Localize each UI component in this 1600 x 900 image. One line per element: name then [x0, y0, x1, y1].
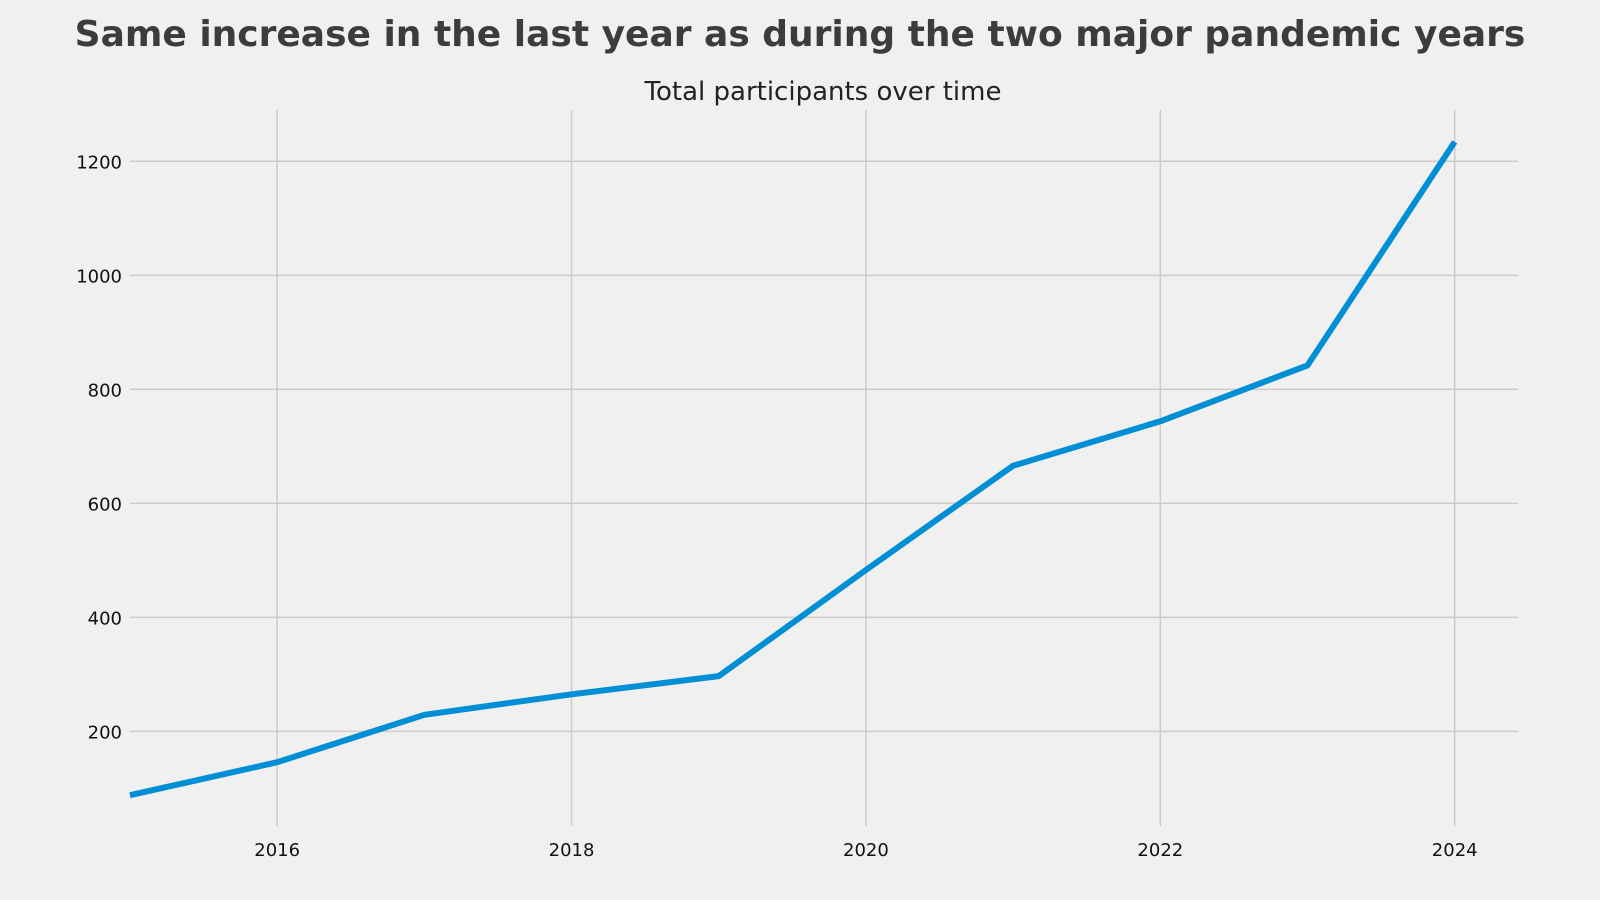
x-tick-label: 2018: [549, 840, 595, 861]
x-tick-label: 2020: [843, 840, 889, 861]
series-line: [129, 140, 1458, 799]
chart-subtitle: Total participants over time: [644, 77, 1002, 107]
y-tick-label: 1200: [76, 152, 122, 173]
x-axis-ticks: 2016 2018 2020 2022 2024: [254, 840, 1477, 861]
y-tick-label: 200: [88, 722, 122, 743]
y-tick-label: 1000: [76, 266, 122, 287]
grid: [130, 110, 1518, 826]
y-tick-label: 800: [88, 380, 122, 401]
y-tick-label: 600: [88, 494, 122, 515]
x-tick-label: 2022: [1137, 840, 1183, 861]
x-tick-label: 2016: [254, 840, 300, 861]
y-tick-label: 400: [88, 608, 122, 629]
series-layer: [129, 140, 1458, 799]
y-axis-ticks: 200 400 600 800 1000 1200: [76, 152, 122, 743]
x-tick-label: 2024: [1432, 840, 1478, 861]
chart-title: Same increase in the last year as during…: [75, 14, 1526, 55]
